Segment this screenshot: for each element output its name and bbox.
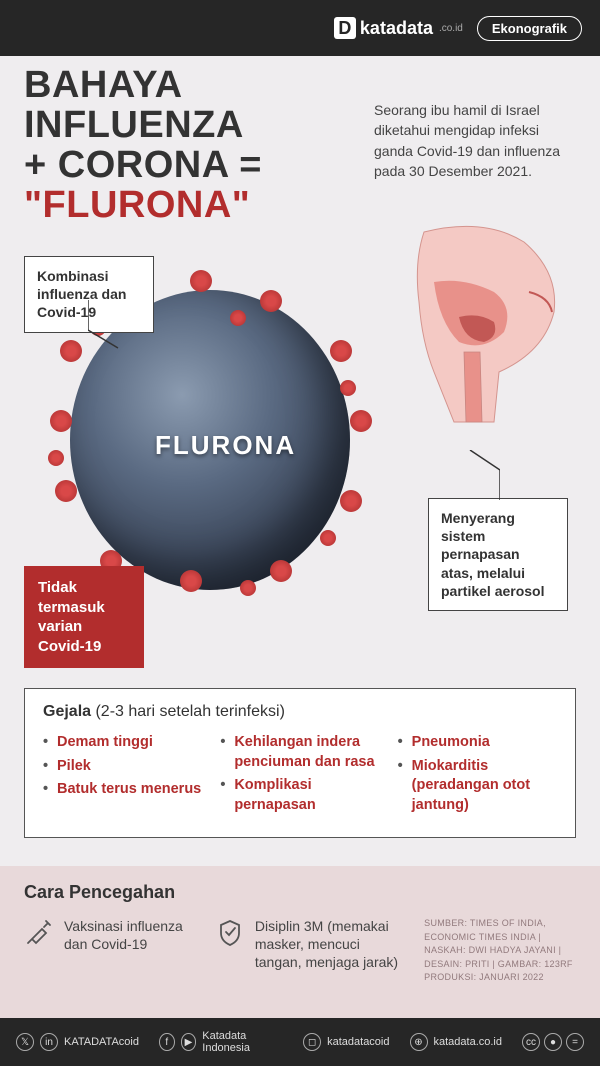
brand-suffix: .co.id	[439, 23, 463, 34]
symptom-item: Miokarditis (peradangan otot jantung)	[398, 757, 557, 816]
brand-logo: D katadata .co.id	[334, 17, 463, 39]
symptoms-title-rest: (2-3 hari setelah terinfeksi)	[91, 703, 285, 720]
symptom-item: Batuk terus menerus	[43, 780, 202, 800]
prevention-panel: Cara Pencegahan Vaksinasi influenza dan …	[0, 866, 600, 1018]
brand-name: katadata	[360, 18, 433, 39]
symptoms-col-1: Demam tinggi Pilek Batuk terus menerus	[43, 733, 202, 819]
facebook-icon: f	[159, 1033, 175, 1051]
social-instagram: ◻ katadatacoid	[303, 1033, 389, 1051]
shield-hand-icon	[215, 917, 245, 947]
prevention-text-1: Vaksinasi influenza dan Covid-19	[64, 917, 199, 953]
prevention-title: Cara Pencegahan	[24, 882, 576, 903]
youtube-icon: ▶	[181, 1033, 197, 1051]
main-title: BAHAYA INFLUENZA + CORONA = "FLURONA"	[24, 66, 262, 226]
title-line-1: BAHAYA	[24, 66, 262, 106]
anatomy-illustration	[404, 222, 572, 442]
syringe-icon	[24, 917, 54, 947]
callout-2-connector	[460, 450, 500, 510]
category-pill: Ekonografik	[477, 16, 582, 41]
globe-icon: ⊕	[410, 1033, 428, 1051]
brand-logo-mark: D	[334, 17, 356, 39]
symptoms-title-bold: Gejala	[43, 703, 91, 720]
prevention-item-3m: Disiplin 3M (memakai masker, mencuci tan…	[215, 917, 408, 972]
linkedin-icon: in	[40, 1033, 58, 1051]
prevention-row: Vaksinasi influenza dan Covid-19 Disipli…	[24, 917, 576, 985]
prevention-text-2: Disiplin 3M (memakai masker, mencuci tan…	[255, 917, 408, 972]
title-line-2: INFLUENZA	[24, 106, 262, 146]
title-line-3a: + CORONA	[24, 144, 239, 186]
social-twitter-linkedin: 𝕏 in KATADATAcoid	[16, 1033, 139, 1051]
instagram-icon: ◻	[303, 1033, 321, 1051]
symptom-item: Demam tinggi	[43, 733, 202, 753]
callout-1-connector	[88, 300, 128, 350]
intro-text: Seorang ibu hamil di Israel diketahui me…	[374, 100, 574, 181]
red-variant-box: Tidak termasuk varian Covid-19	[24, 566, 144, 668]
footer-handle-1: KATADATAcoid	[64, 1036, 139, 1048]
credits-text: SUMBER: TIMES OF INDIA, ECONOMIC TIMES I…	[424, 917, 576, 985]
symptoms-columns: Demam tinggi Pilek Batuk terus menerus K…	[43, 733, 557, 819]
header-bar: D katadata .co.id Ekonografik	[0, 0, 600, 56]
symptoms-panel: Gejala (2-3 hari setelah terinfeksi) Dem…	[24, 688, 576, 838]
prevention-item-vaccine: Vaksinasi influenza dan Covid-19	[24, 917, 199, 953]
symptom-item: Kehilangan indera penciuman dan rasa	[220, 733, 379, 772]
symptoms-col-2: Kehilangan indera penciuman dan rasa Kom…	[220, 733, 379, 819]
symptom-item: Komplikasi pernapasan	[220, 776, 379, 815]
symptoms-title: Gejala (2-3 hari setelah terinfeksi)	[43, 703, 557, 721]
social-website: ⊕ katadata.co.id	[410, 1033, 503, 1051]
virus-label: FLURONA	[155, 430, 296, 461]
symptom-item: Pneumonia	[398, 733, 557, 753]
symptom-item: Pilek	[43, 757, 202, 777]
nd-icon: =	[566, 1033, 584, 1051]
title-equals: =	[239, 144, 262, 186]
footer-handle-2: Katadata Indonesia	[202, 1030, 283, 1054]
callout-respiratory: Menyerang sistem pernapasan atas, melalu…	[428, 498, 568, 611]
footer-site: katadata.co.id	[434, 1036, 503, 1048]
symptoms-col-3: Pneumonia Miokarditis (peradangan otot j…	[398, 733, 557, 819]
footer-bar: 𝕏 in KATADATAcoid f ▶ Katadata Indonesia…	[0, 1018, 600, 1066]
social-fb-yt: f ▶ Katadata Indonesia	[159, 1030, 283, 1054]
twitter-icon: 𝕏	[16, 1033, 34, 1051]
title-line-3: + CORONA =	[24, 146, 262, 186]
title-line-4: "FLURONA"	[24, 186, 262, 226]
cc-license: cc ● =	[522, 1033, 584, 1051]
footer-handle-3: katadatacoid	[327, 1036, 389, 1048]
by-icon: ●	[544, 1033, 562, 1051]
cc-icon: cc	[522, 1033, 540, 1051]
